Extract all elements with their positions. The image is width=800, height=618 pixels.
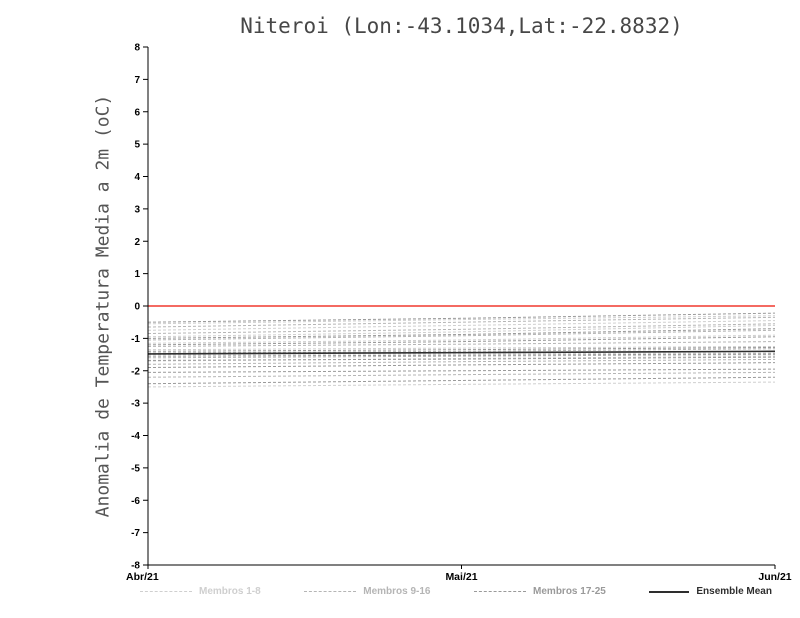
legend-item-membros-9-16: Membros 9-16	[304, 586, 430, 597]
ensemble-member-line	[147, 312, 776, 323]
ensemble-member-line	[147, 334, 776, 344]
ensemble-member-line	[147, 354, 776, 359]
ensemble-member-line	[147, 353, 776, 357]
dashed-line-sample	[304, 591, 357, 592]
legend-label: Membros 17-25	[533, 586, 606, 597]
ensemble-member-line	[147, 336, 776, 346]
solid-line-sample	[649, 590, 690, 593]
y-tick-label: -7	[131, 528, 140, 539]
ensemble-member-line	[147, 328, 776, 339]
ensemble-member-line	[147, 376, 776, 385]
ensemble-member-line	[147, 316, 776, 328]
ensemble-member-line	[147, 323, 776, 335]
ensemble-member-line	[147, 345, 776, 351]
ensemble-member-line	[147, 315, 776, 325]
y-tick-label: 1	[134, 269, 140, 280]
y-tick-label: -1	[131, 334, 140, 345]
y-tick-label: -3	[131, 399, 140, 410]
ensemble-member-line	[147, 362, 776, 369]
ensemble-member-line	[147, 324, 776, 338]
ensemble-member-line	[147, 348, 776, 354]
legend-item-membros-1-8: Membros 1-8	[140, 586, 261, 597]
y-tick-label: -5	[131, 463, 140, 474]
legend-item-ensemble-mean: Ensemble Mean	[649, 586, 772, 597]
ensemble-mean-line	[147, 350, 776, 355]
ensemble-member-line	[147, 329, 776, 341]
x-tick-label: Mai/21	[445, 571, 477, 583]
legend-label: Membros 9-16	[363, 586, 431, 597]
y-tick-label: 5	[134, 140, 140, 151]
y-tick-label: 7	[134, 75, 140, 86]
legend-item-membros-17-25: Membros 17-25	[474, 586, 606, 597]
ensemble-member-line	[147, 341, 776, 347]
y-tick-label: -4	[131, 431, 140, 442]
y-tick-label: 4	[134, 172, 140, 183]
dashed-line-sample	[474, 591, 527, 592]
y-tick-label: -8	[131, 561, 140, 572]
ensemble-member-line	[147, 320, 776, 331]
dashed-line-sample	[140, 591, 192, 592]
y-tick-label: 6	[134, 107, 140, 118]
y-tick-label: 2	[134, 237, 140, 248]
y-tick-label: 8	[134, 43, 140, 54]
ensemble-member-line	[147, 371, 776, 378]
chart-title: Niteroi (Lon:-43.1034,Lat:-22.8832)	[240, 14, 683, 38]
y-tick-label: 0	[134, 302, 140, 313]
legend-label: Ensemble Mean	[696, 586, 772, 597]
ensemble-member-line	[147, 358, 776, 365]
ensemble-member-line	[147, 355, 776, 362]
ensemble-member-line	[147, 368, 776, 373]
x-tick-label: Jun/21	[758, 571, 791, 583]
ensemble-member-line	[147, 356, 776, 361]
ensemble-member-line	[147, 381, 776, 388]
x-tick-label: Abr/21	[126, 571, 159, 583]
ensemble-member-line	[147, 352, 776, 356]
y-tick-label: -2	[131, 366, 140, 377]
y-tick-label: -6	[131, 496, 140, 507]
y-tick-label: 3	[134, 204, 140, 215]
ensemble-member-line	[147, 346, 776, 352]
legend-label: Membros 1-8	[199, 586, 261, 597]
chart-legend: Membros 1-8 Membros 9-16 Membros 17-25 E…	[140, 586, 772, 597]
